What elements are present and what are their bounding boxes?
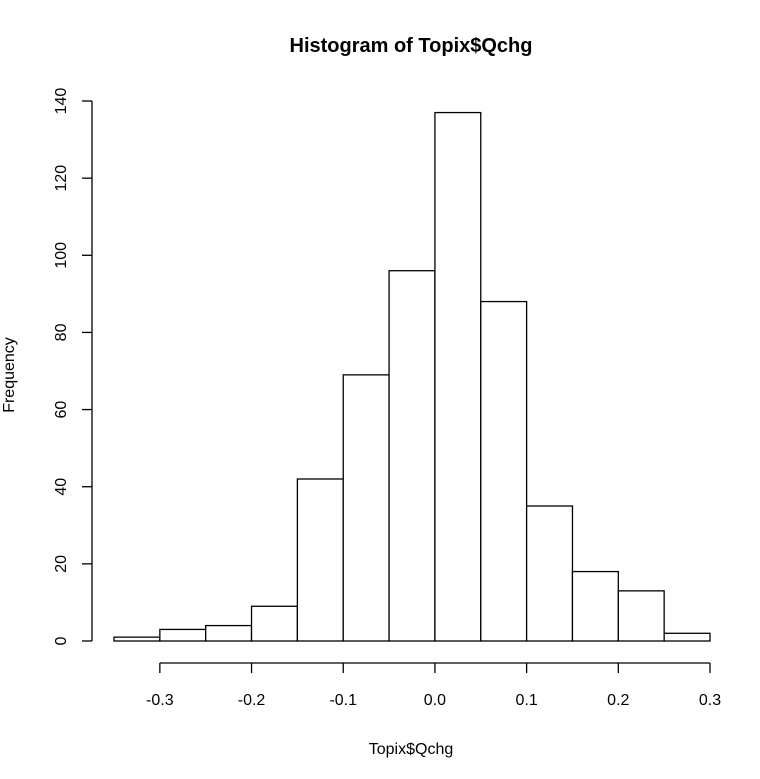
y-tick-label: 120 xyxy=(53,165,70,192)
x-tick-label: 0.1 xyxy=(515,692,537,709)
bars-group xyxy=(113,111,711,642)
y-tick-label: 100 xyxy=(53,242,70,269)
x-tick-label: -0.1 xyxy=(329,692,357,709)
histogram-bar xyxy=(525,505,574,642)
chart-title: Histogram of Topix$Qchg xyxy=(290,35,533,57)
histogram-bar xyxy=(480,300,528,642)
y-tick-label: 40 xyxy=(53,478,70,496)
histogram-bar xyxy=(434,111,482,642)
x-tick-label: 0.3 xyxy=(699,692,721,709)
x-axis-label: Topix$Qchg xyxy=(369,741,454,758)
y-tick-label: 20 xyxy=(53,555,70,573)
y-axis-label: Frequency xyxy=(1,337,18,413)
histogram-bar xyxy=(296,478,344,642)
histogram-bar xyxy=(113,636,161,642)
x-tick-label: 0.0 xyxy=(424,692,446,709)
x-tick-label: -0.2 xyxy=(238,692,266,709)
x-axis: -0.3 -0.2 -0.1 0.0 0.1 0.2 0.3 xyxy=(146,662,721,709)
y-tick-label: 80 xyxy=(53,323,70,341)
histogram-bar xyxy=(663,632,711,642)
y-axis: 0 20 40 60 80 100 120 140 xyxy=(53,88,93,645)
histogram-bar xyxy=(205,624,253,642)
histogram-bar xyxy=(250,605,299,642)
y-tick-label: 60 xyxy=(53,401,70,419)
x-tick-label: 0.2 xyxy=(607,692,629,709)
x-tick-label: -0.3 xyxy=(146,692,174,709)
y-tick-label: 140 xyxy=(53,88,70,115)
y-tick-label: 0 xyxy=(53,636,70,645)
histogram-bar xyxy=(571,570,619,642)
histogram-bar xyxy=(617,590,665,642)
histogram-bar xyxy=(342,374,390,642)
histogram-bar xyxy=(159,628,207,642)
histogram-bar xyxy=(388,270,436,642)
